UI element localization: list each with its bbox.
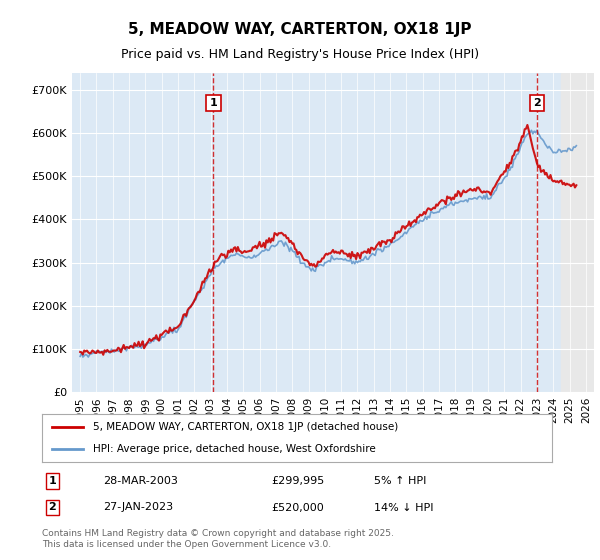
Text: £299,995: £299,995 <box>271 476 325 486</box>
Text: 2: 2 <box>533 98 541 108</box>
Text: 5% ↑ HPI: 5% ↑ HPI <box>373 476 426 486</box>
Text: 28-MAR-2003: 28-MAR-2003 <box>103 476 178 486</box>
Text: £520,000: £520,000 <box>271 502 324 512</box>
Text: 2: 2 <box>49 502 56 512</box>
Bar <box>562 73 594 392</box>
Text: 5, MEADOW WAY, CARTERTON, OX18 1JP: 5, MEADOW WAY, CARTERTON, OX18 1JP <box>128 22 472 38</box>
Text: Contains HM Land Registry data © Crown copyright and database right 2025.
This d: Contains HM Land Registry data © Crown c… <box>42 529 394 549</box>
Text: 1: 1 <box>209 98 217 108</box>
Text: 27-JAN-2023: 27-JAN-2023 <box>103 502 173 512</box>
Text: 5, MEADOW WAY, CARTERTON, OX18 1JP (detached house): 5, MEADOW WAY, CARTERTON, OX18 1JP (deta… <box>93 422 398 432</box>
Text: 14% ↓ HPI: 14% ↓ HPI <box>373 502 433 512</box>
Text: HPI: Average price, detached house, West Oxfordshire: HPI: Average price, detached house, West… <box>93 444 376 454</box>
Text: Price paid vs. HM Land Registry's House Price Index (HPI): Price paid vs. HM Land Registry's House … <box>121 48 479 60</box>
Text: 1: 1 <box>49 476 56 486</box>
